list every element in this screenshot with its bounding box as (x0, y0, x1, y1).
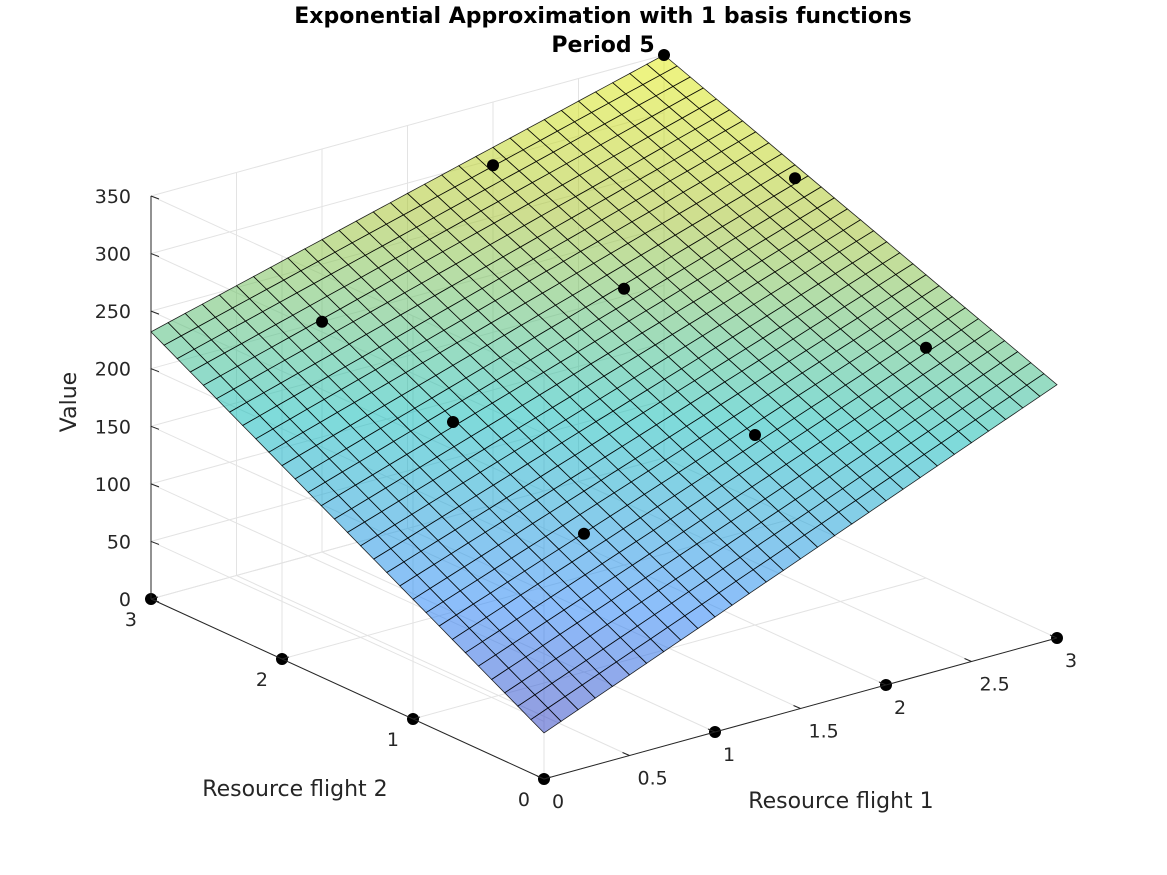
z-tick-label: 100 (95, 474, 131, 496)
z-tick-label: 250 (95, 301, 131, 323)
y-tick-label: 1 (387, 729, 399, 751)
x-tick (878, 681, 887, 686)
z-tick-label: 150 (95, 416, 131, 438)
y-tick (412, 716, 421, 720)
x-tick-label: 0.5 (638, 768, 668, 790)
x-tick (793, 705, 801, 709)
data-points (145, 49, 1063, 785)
x-tick (622, 752, 630, 756)
data-point (447, 416, 459, 428)
x-tick-label: 2.5 (980, 674, 1010, 696)
z-tick (150, 195, 160, 200)
y-tick-label: 0 (518, 789, 530, 811)
z-tick-label: 200 (95, 359, 131, 381)
data-point (658, 49, 670, 61)
data-point (789, 172, 801, 185)
x-tick-label: 3 (1065, 650, 1077, 672)
chart-title-line-2: Period 5 (551, 33, 654, 58)
z-tick (150, 310, 160, 315)
z-tick (150, 540, 160, 545)
data-point (920, 341, 932, 354)
x-axis-label: Resource flight 1 (748, 789, 933, 814)
data-point (618, 282, 630, 295)
z-tick (150, 253, 160, 258)
x-tick (707, 728, 716, 733)
data-point (316, 315, 328, 328)
z-tick-label: 300 (95, 244, 131, 266)
x-tick (964, 658, 972, 662)
z-tick (150, 483, 160, 488)
y-tick (543, 776, 552, 780)
x-tick-label: 2 (894, 697, 906, 719)
y-tick-label: 2 (256, 669, 268, 691)
x-tick-label: 1 (723, 744, 735, 766)
z-tick (150, 368, 160, 373)
z-tick-label: 50 (107, 531, 131, 553)
y-tick-label: 3 (125, 609, 137, 631)
z-tick-label: 0 (119, 589, 131, 611)
y-tick (150, 596, 159, 600)
z-axis-label: Value (57, 372, 82, 432)
data-point (578, 527, 590, 540)
x-tick (1049, 634, 1058, 639)
surface-mesh (150, 54, 1058, 734)
z-tick-label: 350 (95, 186, 131, 208)
x-tick-label: 0 (552, 791, 564, 813)
chart-title-line-1: Exponential Approximation with 1 basis f… (294, 4, 911, 29)
y-tick (281, 656, 290, 660)
y-axis-label: Resource flight 2 (202, 777, 387, 802)
y-axis-line (150, 598, 545, 780)
z-tick (150, 425, 160, 430)
surface-patch (1026, 373, 1058, 397)
data-point (487, 159, 499, 172)
x-tick-label: 1.5 (809, 721, 839, 743)
data-point (749, 429, 761, 441)
x-tick (536, 775, 545, 780)
z-tick (150, 598, 160, 603)
